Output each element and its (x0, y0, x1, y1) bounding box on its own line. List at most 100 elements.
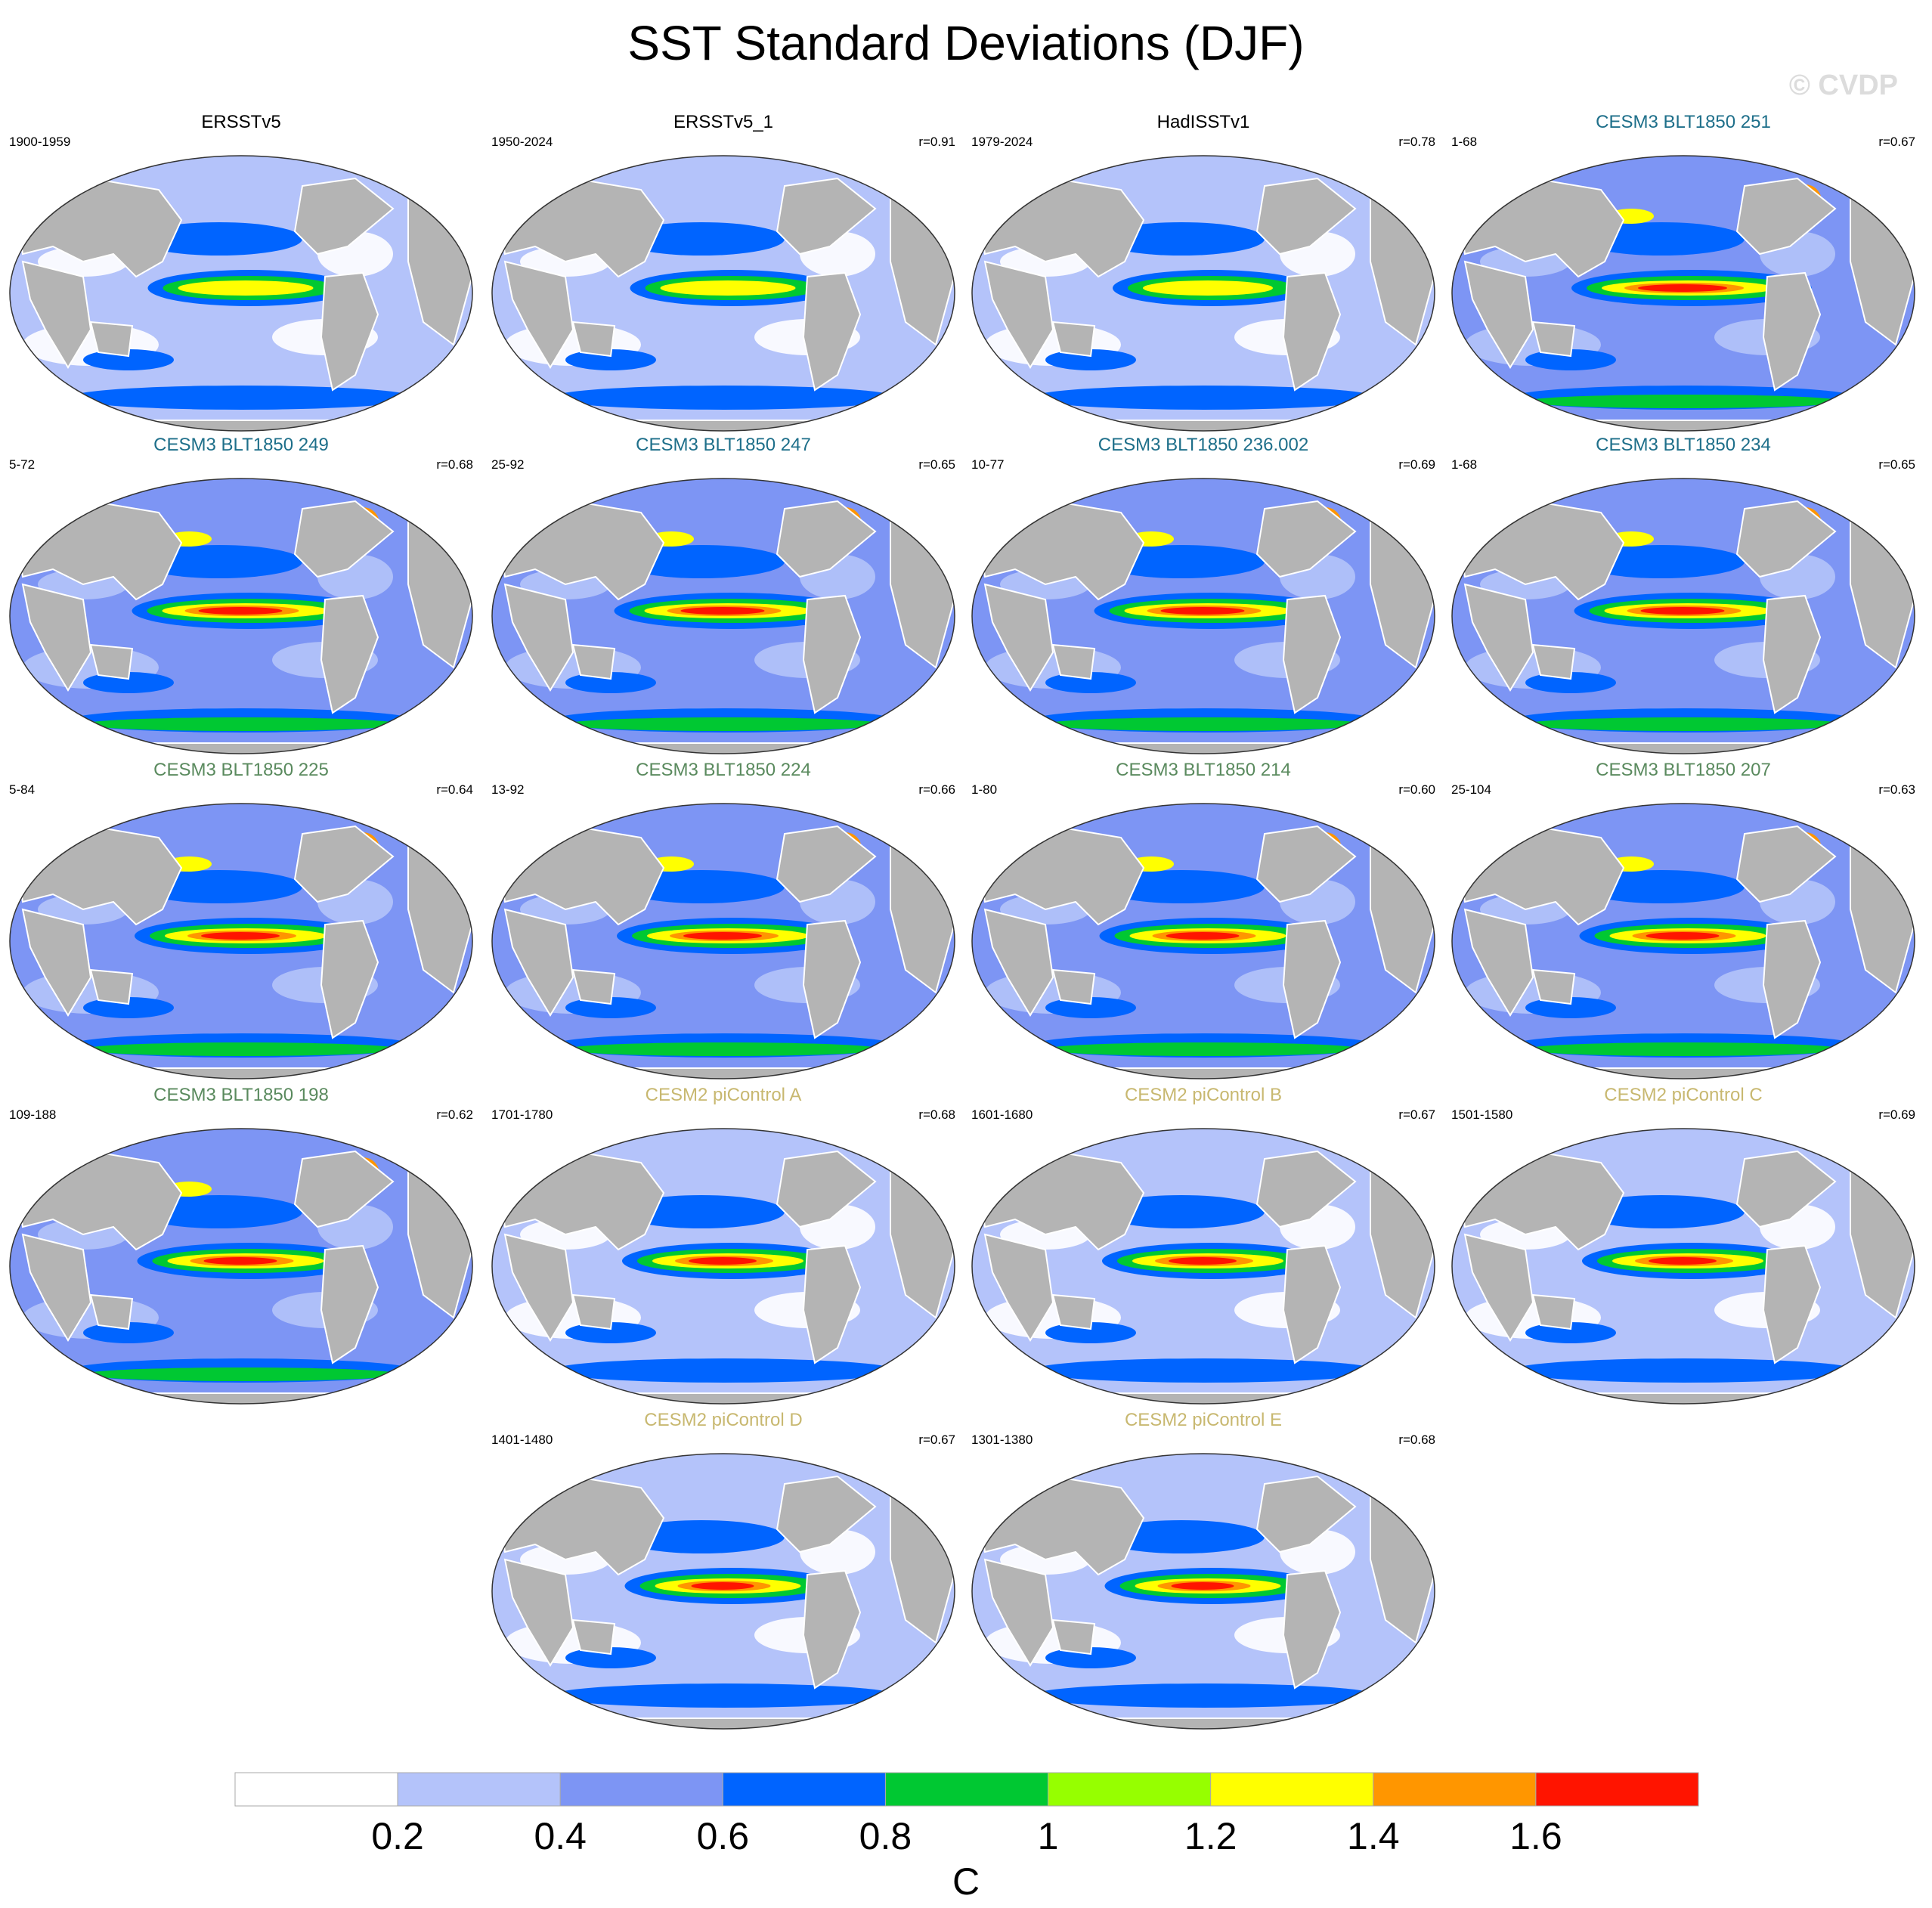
land-mass (1051, 968, 1096, 1005)
land-mass (802, 919, 862, 1039)
southern-ocean-core (1045, 717, 1363, 731)
colorbar-swatch (722, 1772, 886, 1807)
map-border (971, 1453, 1435, 1730)
enso-peak (1638, 284, 1727, 292)
map-border (491, 803, 955, 1079)
north-pacific-band (618, 222, 785, 256)
land-mass (1037, 420, 1371, 431)
sst-map (9, 155, 473, 432)
land-mass (1762, 271, 1822, 392)
map-panel: CESM3 BLT1850 247 25-92 r=0.65 (482, 435, 964, 760)
land-mass (1037, 1067, 1371, 1079)
north-pacific-band (1098, 222, 1265, 256)
land-mass (1531, 968, 1576, 1005)
panel-correlation: r=0.68 (1398, 1433, 1435, 1447)
southern-ocean-core (565, 1042, 883, 1056)
sst-map (491, 478, 955, 754)
land-mass (571, 321, 616, 358)
land-mass (293, 825, 395, 903)
panel-correlation: r=0.67 (1398, 1107, 1435, 1122)
south-indian-band (1045, 1322, 1136, 1343)
sst-map (491, 803, 955, 1079)
panel-years: 10-77 (971, 457, 1005, 472)
panel-correlation: r=0.66 (918, 782, 955, 797)
enso-peak (1640, 607, 1725, 615)
panel-years: 13-92 (491, 782, 525, 797)
north-pacific-band (1098, 1195, 1265, 1228)
land-mass (983, 583, 1054, 692)
map-panel: CESM2 piControl B 1601-1680 r=0.67 (962, 1085, 1444, 1410)
land-mass (802, 594, 862, 714)
map-panel: CESM3 BLT1850 207 25-104 r=0.63 (1442, 760, 1924, 1085)
panel-title: ERSSTv5_1 (673, 112, 774, 132)
southern-ocean-band (550, 1683, 898, 1708)
enso-peak (1160, 607, 1245, 615)
land-mass (1517, 742, 1851, 754)
land-mass (503, 1233, 574, 1342)
map-border (971, 1128, 1435, 1405)
colorbar-tick-label: 1 (1037, 1815, 1059, 1857)
map-border (9, 1128, 473, 1405)
southern-ocean-core (1525, 395, 1843, 408)
land-mass (1037, 742, 1371, 754)
map-panel: ERSSTv5 1900-1959 (0, 112, 482, 437)
land-mass (1037, 1718, 1371, 1729)
southern-ocean-band (550, 1358, 898, 1383)
land-mass (1282, 919, 1342, 1039)
map-panel: CESM3 BLT1850 224 13-92 r=0.66 (482, 760, 964, 1085)
sst-map (1451, 155, 1915, 432)
enso-peak (680, 607, 765, 615)
land-mass (21, 1233, 92, 1342)
land-mass (1735, 825, 1837, 903)
land-mass (1282, 1569, 1342, 1690)
south-indian-band (565, 672, 656, 693)
south-indian-band (565, 349, 656, 370)
land-mass (1531, 643, 1576, 680)
south-indian-band (83, 997, 174, 1018)
colorbar-swatch (1373, 1772, 1537, 1807)
sst-map (9, 1128, 473, 1405)
land-mass (1735, 500, 1837, 578)
enso-peak (691, 1582, 754, 1590)
colorbar-swatch (234, 1772, 398, 1807)
land-mass (557, 1067, 891, 1079)
panel-title: CESM3 BLT1850 224 (636, 760, 811, 780)
panel-correlation: r=0.67 (918, 1433, 955, 1447)
panel-title: CESM3 BLT1850 236.002 (1098, 435, 1309, 455)
north-pacific-band (136, 545, 302, 578)
panel-years: 1501-1580 (1451, 1107, 1513, 1122)
north-pacific-band (618, 545, 785, 578)
panel-title: HadISSTv1 (1156, 112, 1250, 132)
colorbar-tick-label: 0.6 (696, 1815, 750, 1857)
panel-years: 1-68 (1451, 457, 1478, 472)
panel-years: 1900-1959 (9, 135, 71, 149)
land-mass (1051, 1293, 1096, 1330)
south-indian-band (83, 672, 174, 693)
panel-correlation: r=0.68 (436, 457, 473, 472)
north-pacific-band (1578, 222, 1745, 256)
land-mass (293, 500, 395, 578)
sst-map (1451, 1128, 1915, 1405)
colorbar-swatch (397, 1772, 561, 1807)
land-mass (1517, 420, 1851, 431)
land-mass (1255, 500, 1357, 578)
figure-title: SST Standard Deviations (DJF) (627, 16, 1305, 70)
land-mass (557, 420, 891, 431)
north-pacific-band (618, 1520, 785, 1553)
enso-peak (1171, 1582, 1234, 1590)
panel-title: CESM3 BLT1850 207 (1596, 760, 1771, 780)
land-mass (293, 177, 395, 256)
map-border (1451, 478, 1915, 754)
panel-correlation: r=0.65 (918, 457, 955, 472)
panel-title: CESM2 piControl D (644, 1410, 803, 1430)
north-pacific-band (1098, 1520, 1265, 1553)
land-mass (983, 260, 1054, 369)
panel-years: 109-188 (9, 1107, 57, 1122)
map-panel: ERSSTv5_1 1950-2024 r=0.91 (482, 112, 964, 437)
southern-ocean-band (1030, 1683, 1378, 1708)
panel-years: 1701-1780 (491, 1107, 553, 1122)
land-mass (503, 908, 574, 1017)
southern-ocean-band (1030, 386, 1378, 410)
land-mass (1255, 1475, 1357, 1553)
southern-ocean-core (1045, 1042, 1363, 1056)
